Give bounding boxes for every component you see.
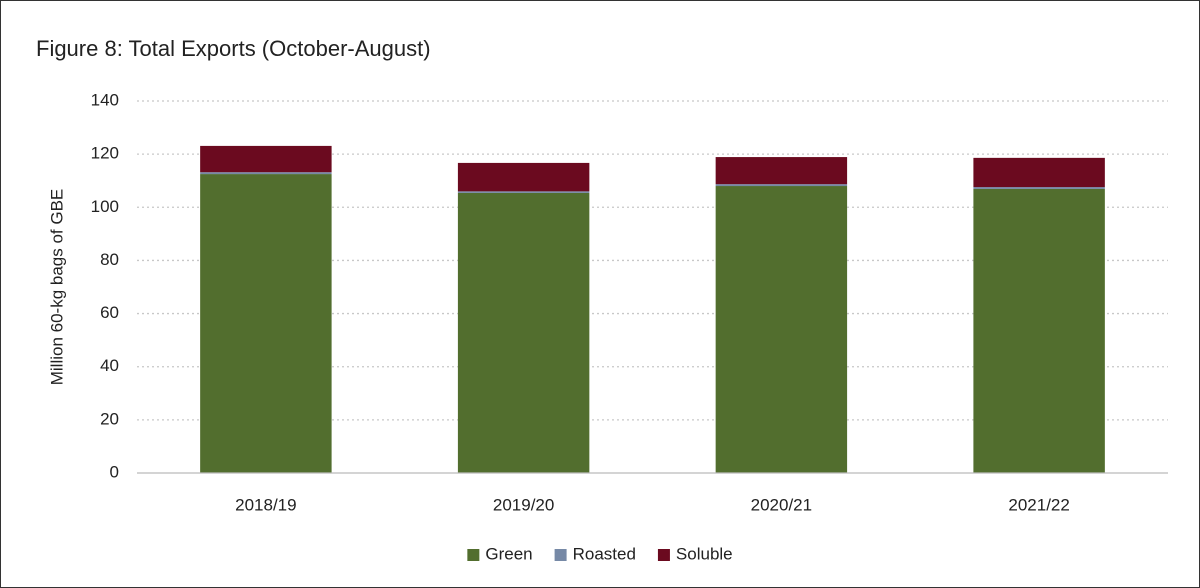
bar-segment [457,162,590,192]
x-tick-label: 2020/21 [751,495,812,514]
bar-segment [457,191,590,193]
y-tick-label: 60 [100,303,119,322]
bar-segment [457,192,590,474]
legend-label: Soluble [676,544,733,563]
legend: Green Roasted Soluble [467,544,733,563]
bar-segment [200,172,332,175]
bar-segment [715,157,848,185]
legend-swatch [554,549,567,561]
legend-label: Green [485,544,532,563]
bar-segment [715,184,848,187]
y-tick-label: 0 [110,462,119,481]
y-tick-label: 40 [100,356,119,375]
bar-segment [973,188,1105,474]
y-tick-label: 140 [91,90,119,109]
y-tick-label: 20 [100,409,119,428]
legend-swatch [467,549,480,561]
bar-segment [200,145,332,173]
legend-label: Roasted [573,544,636,563]
y-tick-label: 100 [91,197,119,216]
bar-segment [973,157,1105,188]
y-axis-label: Million 60-kg bags of GBE [47,189,66,386]
legend-swatch [657,549,670,561]
bar-segment [200,174,332,474]
x-tick-label: 2019/20 [493,495,554,514]
x-tick-label: 2018/19 [235,495,296,514]
bar-segment [715,186,848,473]
bar-segment [973,187,1105,189]
chart-title: Figure 8: Total Exports (October-August) [36,36,431,61]
x-tick-label: 2021/22 [1008,495,1069,514]
y-tick-label: 80 [100,250,119,269]
y-tick-label: 120 [91,144,119,163]
